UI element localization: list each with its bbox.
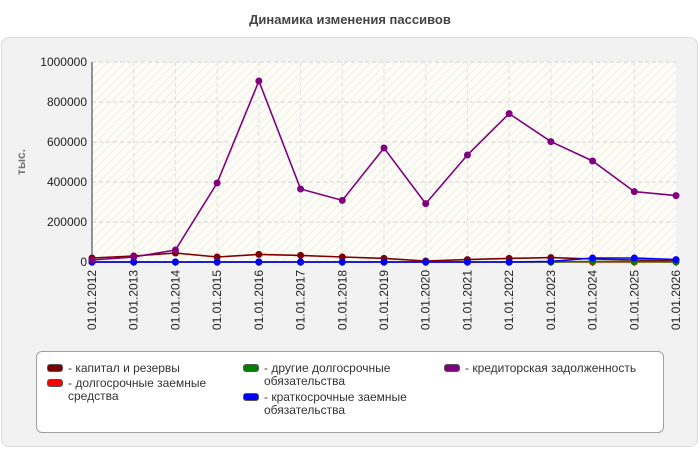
- legend-label-accounts-payable: - кредиторская задолженность: [465, 361, 637, 375]
- series-point-3: [380, 258, 388, 266]
- x-tick-label: 01.01.2013: [127, 270, 141, 330]
- series-point-3: [297, 258, 305, 266]
- legend-label-short-term-loans: - краткосрочные заемные обязательства: [264, 390, 407, 417]
- x-tick-label: 01.01.2015: [210, 270, 224, 330]
- legend: - капитал и резервы - долгосрочные заемн…: [36, 351, 664, 433]
- series-point-0: [297, 251, 305, 259]
- legend-label-long-term-loans: - долгосрочные заемные средства: [68, 376, 207, 403]
- series-point-4: [422, 200, 430, 208]
- x-tick-label: 01.01.2017: [294, 270, 308, 330]
- series-point-4: [547, 138, 555, 146]
- series-point-3: [255, 258, 263, 266]
- series-point-3: [422, 258, 430, 266]
- series-point-4: [255, 77, 263, 85]
- series-point-4: [338, 196, 346, 204]
- series-point-4: [589, 157, 597, 165]
- legend-label-capital: - капитал и резервы: [68, 361, 180, 375]
- series-point-4: [672, 192, 680, 200]
- legend-swatch-other-long-term: [243, 364, 259, 372]
- x-tick-label: 01.01.2026: [669, 270, 683, 330]
- legend-swatch-accounts-payable: [444, 364, 460, 372]
- legend-label-other-long-term: - другие долгосрочные обязательства: [264, 361, 391, 388]
- legend-swatch-capital: [47, 364, 63, 372]
- series-point-3: [171, 258, 179, 266]
- y-tick-label: 400000: [47, 175, 87, 189]
- x-tick-label: 01.01.2019: [377, 270, 391, 330]
- series-point-3: [589, 254, 597, 262]
- series-point-4: [88, 256, 96, 264]
- x-tick-label: 01.01.2022: [502, 270, 516, 330]
- series-point-4: [380, 144, 388, 152]
- y-tick-label: 200000: [47, 215, 87, 229]
- series-point-3: [672, 256, 680, 264]
- series-point-3: [505, 258, 513, 266]
- series-point-3: [630, 254, 638, 262]
- series-point-4: [171, 246, 179, 254]
- x-tick-label: 01.01.2021: [460, 270, 474, 330]
- y-tick-label: 800000: [47, 95, 87, 109]
- x-tick-label: 01.01.2012: [85, 270, 99, 330]
- x-tick-label: 01.01.2023: [544, 270, 558, 330]
- series-point-3: [547, 257, 555, 265]
- series-point-3: [463, 258, 471, 266]
- x-tick-label: 01.01.2018: [335, 270, 349, 330]
- y-tick-label: 0: [80, 255, 87, 269]
- x-tick-label: 01.01.2016: [252, 270, 266, 330]
- series-point-4: [130, 253, 138, 261]
- y-tick-label: 600000: [47, 135, 87, 149]
- x-tick-label: 01.01.2025: [627, 270, 641, 330]
- series-point-4: [213, 179, 221, 187]
- legend-swatch-long-term-loans: [47, 379, 63, 387]
- x-tick-label: 01.01.2020: [419, 270, 433, 330]
- x-tick-label: 01.01.2024: [586, 270, 600, 330]
- chart-title: Динамика изменения пассивов: [249, 12, 451, 27]
- series-point-4: [505, 110, 513, 118]
- series-point-4: [463, 151, 471, 159]
- series-point-4: [297, 185, 305, 193]
- series-point-4: [630, 188, 638, 196]
- series-point-3: [213, 258, 221, 266]
- y-axis-label: тыс.: [14, 149, 28, 175]
- series-point-3: [338, 258, 346, 266]
- x-tick-label: 01.01.2014: [168, 270, 182, 330]
- legend-swatch-short-term-loans: [243, 393, 259, 401]
- series-point-0: [255, 250, 263, 258]
- y-tick-label: 1000000: [40, 55, 87, 69]
